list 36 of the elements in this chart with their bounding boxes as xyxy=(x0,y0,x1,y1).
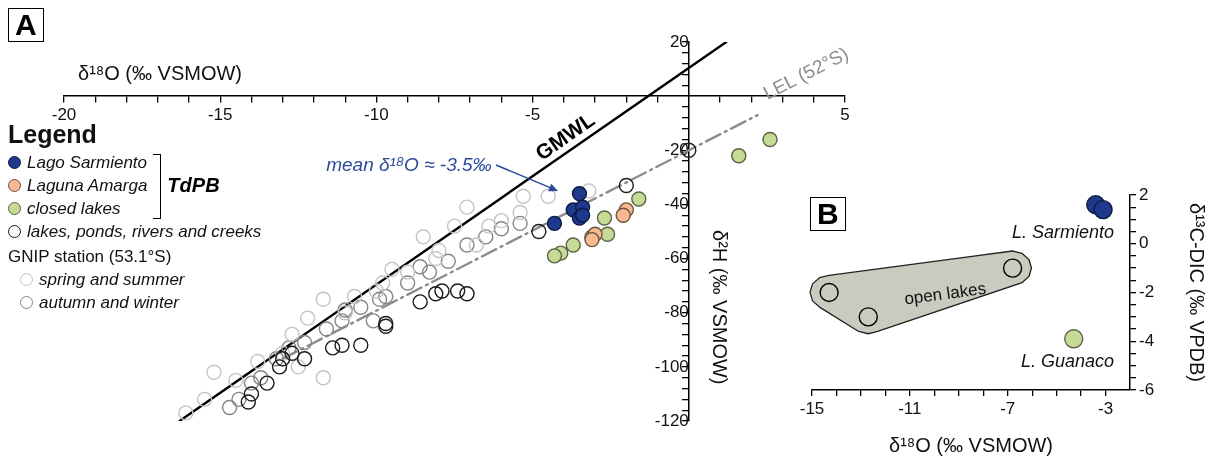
x-tick-label: -11 xyxy=(898,398,922,418)
y-tick-label: 2 xyxy=(1139,184,1149,204)
legend-label: autumn and winter xyxy=(39,292,179,313)
y-tick-label: -60 xyxy=(664,248,689,268)
y-tick-label: 0 xyxy=(1139,233,1149,253)
text: A xyxy=(8,8,44,42)
x-tick-label: -15 xyxy=(207,105,233,125)
y-axis-title: δ²H (‰ VSMOW) xyxy=(709,230,732,385)
y-tick-label: -100 xyxy=(654,356,689,376)
x-tick-label: 5 xyxy=(840,105,850,125)
x-tick-label: -15 xyxy=(799,398,825,418)
x-axis-title: δ¹⁸O (‰ VSMOW) xyxy=(889,433,1053,456)
x-tick-label: -3 xyxy=(1097,398,1114,418)
x-tick-label: -7 xyxy=(1000,398,1016,418)
legend-label: Lago Sarmiento xyxy=(27,152,148,173)
legend-label: Laguna Amarga xyxy=(27,175,148,196)
x-axis-title: δ¹⁸O (‰ VSMOW) xyxy=(78,62,242,85)
y-tick-label: -40 xyxy=(664,194,689,214)
legend-label: spring and summer xyxy=(39,269,185,290)
annotation: B xyxy=(810,197,846,231)
y-tick-label: -80 xyxy=(664,302,689,322)
annotation: GNIP station (53.1°S) xyxy=(8,245,173,268)
series-label: L. Guanaco xyxy=(1020,350,1114,371)
series-label: L. Sarmiento xyxy=(1011,221,1114,242)
annotation: TdPB xyxy=(167,173,220,197)
y-tick-label: -6 xyxy=(1139,379,1155,399)
y-axis-title: δ¹³C-DIC (‰ VPDB) xyxy=(1186,203,1209,382)
y-tick-label: -2 xyxy=(1139,282,1155,302)
legend-label: closed lakes xyxy=(27,198,121,219)
annotation: mean δ¹⁸O ≈ -3.5‰ xyxy=(326,153,492,175)
legend-label: lakes, ponds, rivers and creeks xyxy=(27,221,262,242)
x-tick-label: -10 xyxy=(364,105,389,125)
y-tick-label: -120 xyxy=(654,410,689,430)
y-tick-label: 20 xyxy=(669,31,689,51)
text: open lakes xyxy=(903,278,988,309)
y-tick-label: -4 xyxy=(1139,330,1155,350)
